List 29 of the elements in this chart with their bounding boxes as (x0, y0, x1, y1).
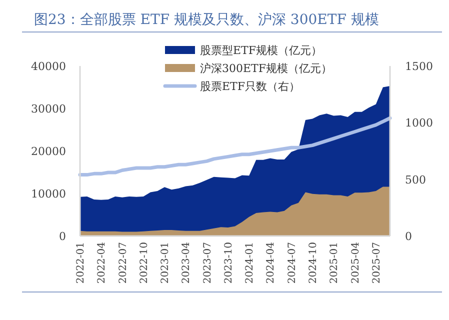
x-tick-label: 2022-04 (96, 242, 108, 284)
x-tick-label: 2023-01 (160, 242, 172, 284)
x-tick-label: 2023-04 (181, 242, 192, 284)
chart-title: 图23：全部股票 ETF 规模及只数、沪深 300ETF 规模 (34, 12, 379, 28)
legend-label: 股票型ETF规模（亿元） (200, 44, 322, 57)
x-tick-label: 2025-04 (350, 242, 362, 284)
y-tick-label: 30000 (31, 102, 66, 116)
y-tick-label: 40000 (31, 60, 66, 73)
x-tick-label: 2023-10 (223, 242, 234, 284)
line-series (78, 116, 392, 177)
x-tick-label: 2025-07 (371, 242, 382, 284)
y2-tick-label: 0 (405, 230, 412, 243)
x-tick-label: 2024-07 (286, 242, 298, 284)
legend-label: 沪深300ETF规模（亿元） (200, 62, 332, 75)
y-tick-label: 10000 (31, 188, 66, 200)
x-tick-label: 2022-10 (138, 242, 150, 284)
legend-label: 股票ETF只数（右） (200, 80, 300, 93)
x-tick-label: 2022-01 (76, 242, 86, 284)
x-tick-label: 2023-07 (202, 242, 214, 284)
x-tick-label: 2024-01 (244, 242, 256, 284)
x-tick-label: 2024-10 (308, 242, 319, 284)
x-tick-label: 2025-01 (329, 242, 340, 284)
y-tick-label: 0 (59, 230, 66, 243)
y2-tick-label: 1000 (405, 116, 433, 130)
y-tick-label: 20000 (31, 145, 66, 158)
x-tick-label: 2024-04 (266, 242, 277, 284)
y2-tick-label: 1500 (405, 60, 433, 73)
x-tick-label: 2022-07 (118, 242, 129, 284)
y2-tick-label: 500 (405, 173, 426, 186)
